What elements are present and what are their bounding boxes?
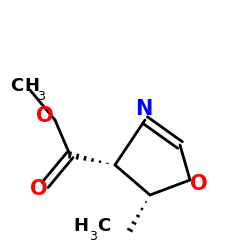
Text: N: N [135,99,152,119]
Text: O: O [190,174,208,194]
Text: 3: 3 [90,230,98,242]
Text: H: H [74,217,89,235]
Text: C: C [98,217,111,235]
Text: O: O [30,179,48,199]
Text: O: O [36,106,53,126]
Text: 3: 3 [37,90,45,103]
Text: H: H [24,77,40,95]
Text: C: C [10,77,24,95]
